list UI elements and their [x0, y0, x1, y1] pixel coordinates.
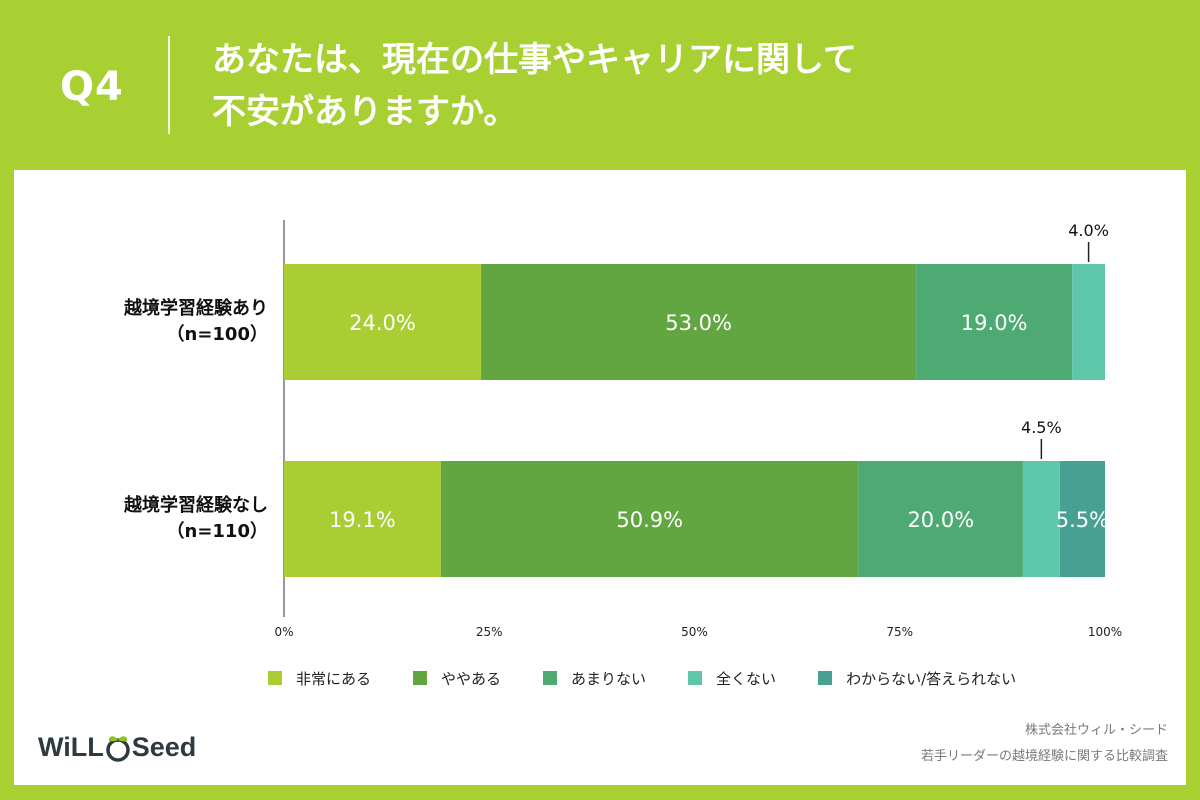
question-number: Q4: [60, 64, 124, 110]
data-label: 19.0%: [961, 311, 1028, 335]
x-tick-label: 25%: [476, 625, 503, 639]
data-label: 24.0%: [349, 311, 416, 335]
x-tick-label: 0%: [274, 625, 293, 639]
bar-segment: [284, 461, 441, 577]
legend-swatch-2: [543, 671, 558, 685]
logo-text-left: WiLL: [38, 732, 104, 762]
data-label: 5.5%: [1056, 508, 1109, 532]
bar-segment: [1072, 264, 1105, 380]
question-title-line-2: 不安がありますか。: [212, 92, 518, 132]
category-label: 越境学習経験あり: [123, 297, 268, 319]
legend-label-3: 全くない: [716, 669, 777, 688]
legend-item-4: わからない/答えられない: [818, 668, 1016, 689]
seed-icon: [105, 735, 130, 762]
bar-segment: [284, 264, 482, 380]
bar-segment: [440, 461, 859, 577]
data-label: 53.0%: [665, 311, 732, 335]
legend-item-1: ややある: [413, 668, 501, 689]
legend-item-3: 全くない: [688, 668, 776, 689]
legend-label-4: わからない/答えられない: [846, 669, 1017, 688]
bar-segment: [481, 264, 917, 380]
question-title: あなたは、現在の仕事やキャリアに関して 不安がありますか。: [212, 34, 1152, 138]
legend-item-0: 非常にある: [268, 668, 371, 689]
data-label: 4.5%: [1021, 418, 1062, 437]
company-name: 株式会社ウィル・シード: [1024, 723, 1168, 738]
stacked-bar-chart: 0% 25% 50% 75% 100% 越境学習経験あり （n=100） 24.0% 53.0%…: [123, 220, 1122, 639]
legend-label-1: ややある: [441, 669, 502, 688]
legend-label-0: 非常にある: [296, 669, 372, 688]
legend-swatch-3: [688, 671, 703, 685]
logo-text-right: Seed: [131, 732, 197, 762]
data-label: 50.9%: [616, 508, 683, 532]
data-label: 20.0%: [907, 508, 974, 532]
credit: 株式会社ウィル・シード 若手リーダーの越境経験に関する比較調査: [921, 718, 1168, 770]
survey-name: 若手リーダーの越境経験に関する比較調査: [920, 749, 1168, 764]
legend-swatch-4: [818, 671, 833, 685]
legend-item-2: あまりない: [543, 668, 646, 689]
chart-legend: 非常にある ややある あまりない 全くない わからない/答えられない: [268, 667, 1016, 689]
category-label: （n=110）: [167, 521, 268, 542]
data-label: 4.0%: [1068, 221, 1109, 240]
x-tick-label: 100%: [1088, 625, 1122, 639]
question-title-line-1: あなたは、現在の仕事やキャリアに関して: [212, 40, 857, 80]
bar-segment: [858, 461, 1023, 577]
bar-segment: [916, 264, 1073, 380]
category-label: 越境学習経験なし: [123, 494, 268, 516]
x-tick-label: 75%: [886, 625, 913, 639]
bar-segment: [1022, 461, 1060, 577]
legend-label-2: あまりない: [571, 669, 647, 688]
header-divider: [168, 36, 170, 134]
header: Q4 あなたは、現在の仕事やキャリアに関して 不安がありますか。: [0, 0, 1200, 170]
bar-segment: [1059, 461, 1105, 577]
data-label: 19.1%: [329, 508, 396, 532]
legend-swatch-0: [268, 671, 282, 685]
willseed-logo: WiLL Seed: [38, 732, 196, 763]
chart-panel: 0% 25% 50% 75% 100% 越境学習経験あり （n=100） 24.0% 53.0%…: [14, 170, 1186, 785]
category-label: （n=100）: [167, 324, 268, 345]
legend-swatch-1: [413, 671, 428, 685]
x-tick-label: 50%: [681, 625, 708, 639]
